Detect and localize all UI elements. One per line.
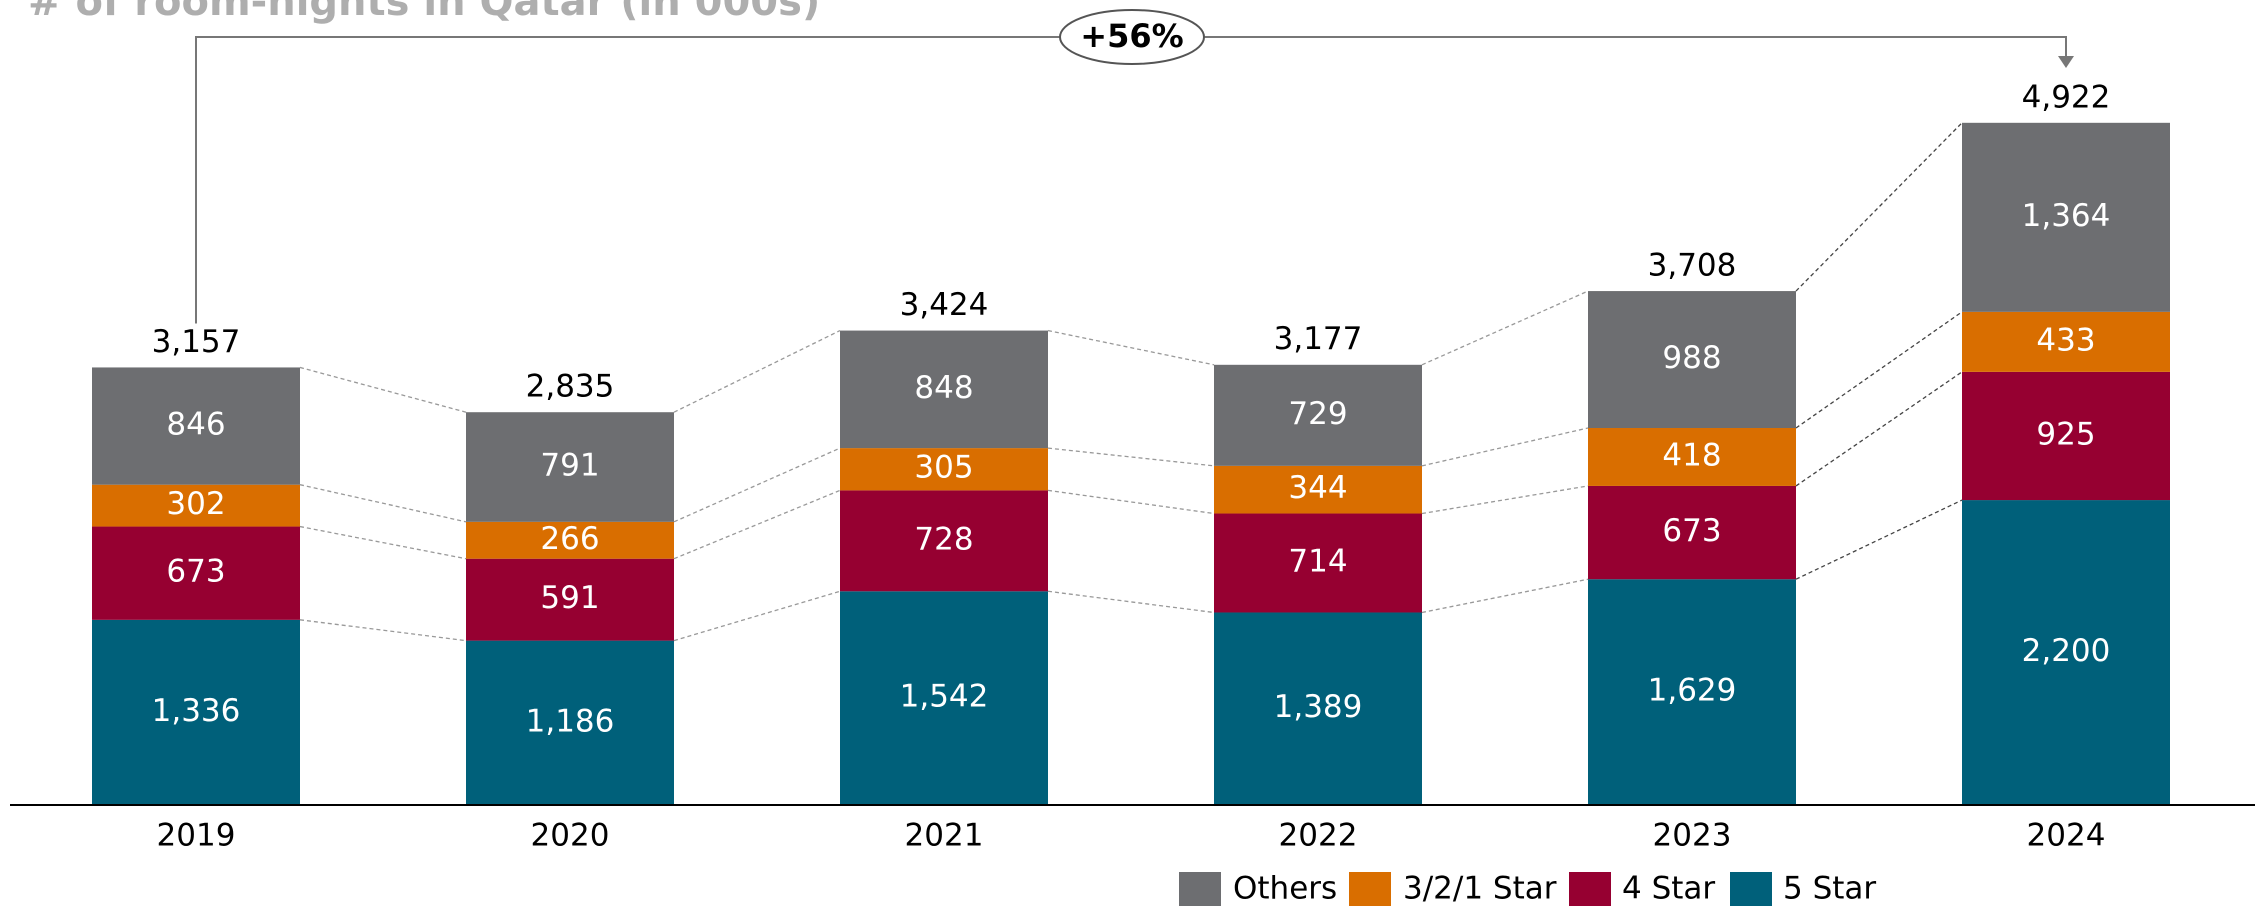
connector [1795,371,1963,487]
bar-segment [1962,371,2170,501]
segment-label: 1,542 [900,679,989,715]
connector [299,366,467,413]
bar-segment [1588,579,1796,805]
segment-label: 1,389 [1274,689,1363,725]
x-tick-label: 2024 [2027,818,2106,854]
bar-segment [92,526,300,620]
segment-label: 1,186 [526,703,615,739]
total-label: 2,835 [526,369,615,405]
segment-label: 729 [1288,396,1347,432]
connector [673,447,841,523]
total-label: 3,177 [1274,321,1363,357]
bar-segment [1214,513,1422,613]
connector [1421,485,1589,515]
connector [1047,590,1215,614]
legend-swatch [1179,872,1221,906]
connector [1795,311,1963,429]
total-label: 3,708 [1648,248,1737,284]
segment-label: 305 [914,450,973,486]
connector [673,489,841,560]
bar-segment [840,591,1048,805]
x-tick-label: 2019 [157,818,236,854]
segment-label: 2,200 [2022,633,2111,669]
segment-label: 418 [1662,437,1721,473]
total-label: 3,157 [152,324,241,360]
connector [1421,578,1589,614]
bar-segment [840,490,1048,592]
segment-label: 1,364 [2022,198,2111,234]
chart-title: # of room-nights in Qatar (in 000s) [28,0,820,25]
x-tick-label: 2022 [1279,818,1358,854]
segment-label: 266 [540,521,599,557]
bar-segment [1214,465,1422,514]
connector [1047,489,1215,515]
arrow-head [2058,56,2074,68]
connector [1047,329,1215,366]
segment-label: 791 [540,448,599,484]
growth-arrow [195,36,2067,324]
annotation-bubble [1059,9,1205,65]
segment-label: 714 [1288,544,1347,580]
bar-segment [92,484,300,527]
bar-segment [466,521,674,559]
bar-segment [1588,428,1796,486]
total-label: 3,424 [900,287,989,323]
legend-swatch [1569,872,1611,906]
bar-segment [1214,612,1422,805]
segment-label: 1,629 [1648,673,1737,709]
segment-label: 848 [914,370,973,406]
bar-segment [92,367,300,485]
legend-label: Others [1233,871,1337,907]
connector [1421,427,1589,467]
bar-segment [1962,500,2170,805]
segment-label: 433 [2036,322,2095,358]
connector [1047,447,1215,467]
segment-label: 344 [1288,470,1347,506]
connector [1795,499,1963,580]
bar-segment [840,448,1048,491]
bar-segment [1588,291,1796,429]
total-label: 4,922 [2022,79,2111,115]
segment-label: 846 [166,407,225,443]
x-tick-label: 2023 [1653,818,1732,854]
connector [299,619,467,642]
bar-segment [1214,364,1422,466]
connector [1421,290,1589,366]
segment-label: 673 [166,554,225,590]
bar-segment [466,640,674,805]
annotation: +56% [1080,17,1183,55]
segment-label: 728 [914,521,973,557]
segment-label: 591 [540,580,599,616]
x-tick-label: 2021 [905,818,984,854]
segment-label: 302 [166,486,225,522]
bar-segment [1962,311,2170,372]
connector [299,525,467,560]
bar-segment [92,619,300,805]
bar-segment [466,558,674,641]
bar-segment [840,330,1048,449]
legend-label: 4 Star [1622,871,1715,907]
segment-label: 925 [2036,416,2095,452]
legend-swatch [1349,872,1391,906]
connector [673,329,841,413]
legend-label: 3/2/1 Star [1403,871,1557,907]
connector [673,590,841,642]
bar-segment [1962,122,2170,312]
segment-label: 673 [1662,513,1721,549]
bar-segment [466,412,674,522]
connector [299,484,467,523]
legend-swatch [1730,872,1772,906]
connector [1795,122,1963,292]
segment-label: 988 [1662,340,1721,376]
x-tick-label: 2020 [531,818,610,854]
bar-segment [1588,485,1796,580]
legend-label: 5 Star [1783,871,1876,907]
segment-label: 1,336 [152,693,241,729]
